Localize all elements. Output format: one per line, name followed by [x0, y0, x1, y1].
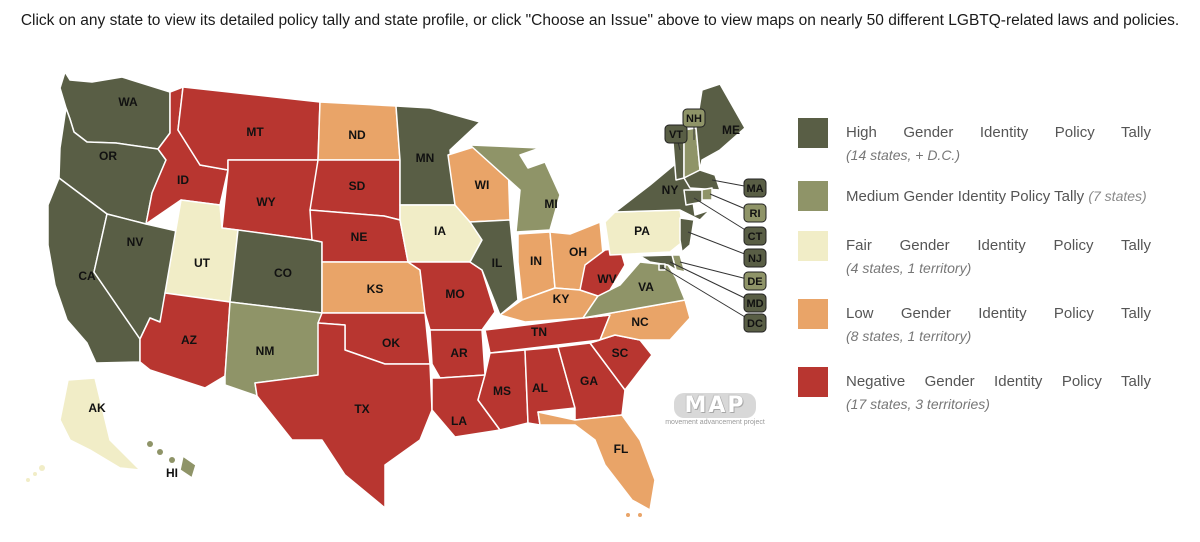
legend-count-negative: (17 states, 3 territories)	[846, 396, 990, 412]
legend-label-medium: Medium Gender Identity Policy Tally	[846, 188, 1085, 205]
island-speck	[26, 478, 30, 482]
state-box-ri[interactable]: RI	[743, 203, 767, 223]
island-speck	[157, 449, 163, 455]
legend-swatch-fair	[798, 231, 828, 261]
legend-label-fair: Fair Gender Identity Policy Tally	[846, 237, 1151, 254]
legend-count-low: (8 states, 1 territory)	[846, 328, 972, 344]
state-ct[interactable]	[683, 189, 703, 206]
leader-line-de	[679, 261, 756, 282]
state-va[interactable]	[582, 261, 686, 319]
legend-swatch-negative	[798, 367, 828, 397]
island-speck	[147, 441, 153, 447]
island-speck	[33, 472, 37, 476]
state-ne[interactable]	[309, 209, 409, 263]
state-label-ma: MA	[746, 183, 763, 195]
legend-count-high: (14 states, + D.C.)	[846, 147, 960, 163]
legend-label-high: High Gender Identity Policy Tally	[846, 124, 1151, 141]
state-il[interactable]	[469, 219, 519, 316]
state-me[interactable]	[695, 83, 746, 171]
state-ma[interactable]	[683, 169, 721, 191]
state-ak[interactable]	[59, 377, 141, 471]
state-box-nj[interactable]: NJ	[743, 248, 767, 268]
state-ar[interactable]	[429, 329, 486, 379]
state-label-md: MD	[746, 298, 763, 310]
state-box-md[interactable]: MD	[743, 293, 767, 313]
state-fl[interactable]	[537, 411, 656, 511]
legend-count-medium: (7 states)	[1088, 188, 1147, 204]
legend-swatch-low	[798, 299, 828, 329]
state-label-dc: DC	[747, 318, 763, 330]
island-speck	[169, 457, 175, 463]
state-box-vt[interactable]: VT	[664, 124, 688, 144]
legend-label-low: Low Gender Identity Policy Tally	[846, 305, 1151, 322]
state-box-ct[interactable]: CT	[743, 226, 767, 246]
map-logo-subtitle: movement advancement project	[665, 419, 765, 426]
legend-label-negative: Negative Gender Identity Policy Tally	[846, 373, 1151, 390]
state-nd[interactable]	[317, 101, 401, 161]
instructions-text: Click on any state to view its detailed …	[20, 12, 1180, 29]
state-label-vt: VT	[669, 129, 683, 141]
map-logo-mark: MAP	[674, 393, 756, 418]
state-label-hi: HI	[166, 466, 178, 480]
island-speck	[626, 513, 630, 517]
state-mi[interactable]	[469, 144, 561, 233]
state-box-nh[interactable]: NH	[682, 108, 706, 128]
state-tx[interactable]	[254, 322, 433, 509]
state-co[interactable]	[229, 229, 323, 314]
state-box-dc[interactable]: DC	[743, 313, 767, 333]
state-label-nh: NH	[686, 113, 702, 125]
island-speck	[638, 513, 642, 517]
state-nj[interactable]	[679, 217, 695, 253]
state-nc[interactable]	[582, 299, 691, 344]
state-label-de: DE	[747, 276, 762, 288]
state-wv[interactable]	[579, 247, 626, 297]
state-pa[interactable]	[604, 209, 686, 256]
state-label-ri: RI	[750, 208, 761, 220]
state-md[interactable]	[639, 254, 677, 271]
state-label-nj: NJ	[748, 253, 762, 265]
island-speck	[39, 465, 45, 471]
legend-swatch-high	[798, 118, 828, 148]
state-box-ma[interactable]: MA	[743, 178, 767, 198]
leader-line-dc	[661, 266, 756, 324]
state-mt[interactable]	[177, 86, 321, 171]
state-label-ct: CT	[748, 231, 763, 243]
state-ks[interactable]	[321, 261, 426, 314]
leader-line-md	[669, 261, 756, 304]
map-logo: MAP movement advancement project	[655, 393, 775, 426]
legend-swatch-medium	[798, 181, 828, 211]
legend-count-fair: (4 states, 1 territory)	[846, 260, 972, 276]
state-box-de[interactable]: DE	[743, 271, 767, 291]
state-hi[interactable]	[179, 455, 197, 479]
state-wy[interactable]	[221, 159, 319, 241]
